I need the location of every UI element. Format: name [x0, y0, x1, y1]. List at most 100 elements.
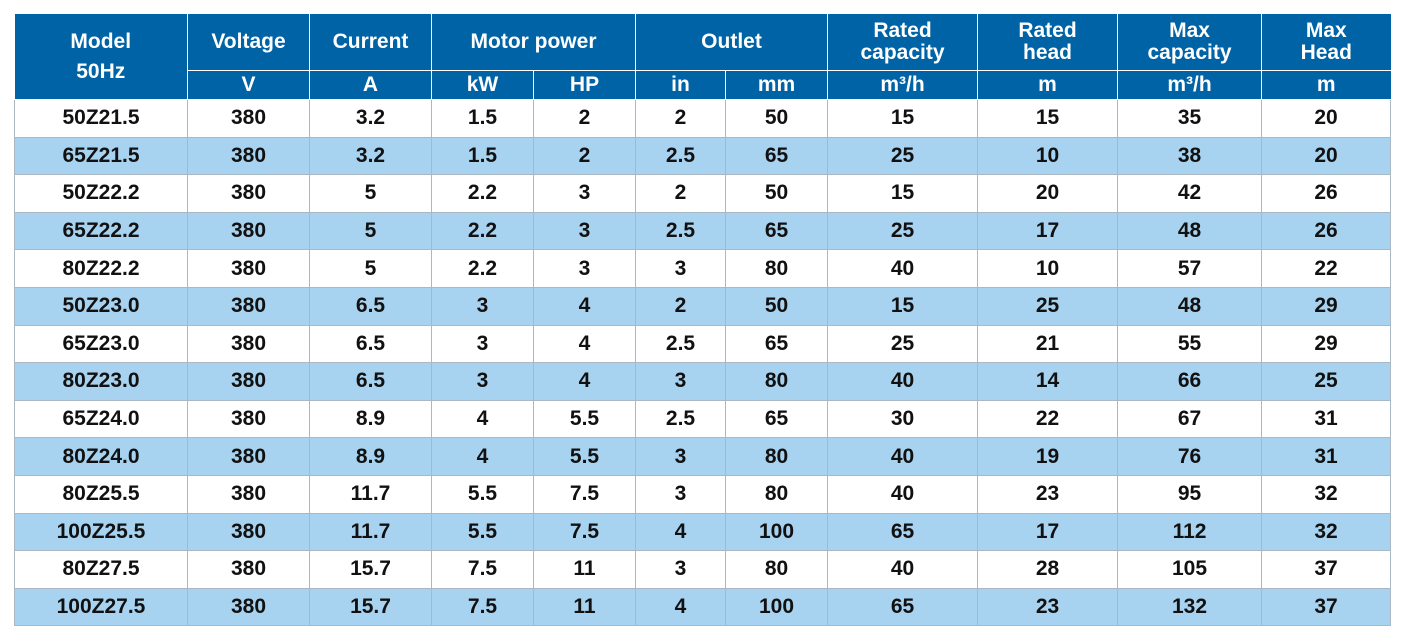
cell-voltage: 380 — [187, 512, 310, 552]
cell-kw: 1.5 — [431, 99, 534, 138]
cell-max-head: 31 — [1261, 399, 1392, 439]
header-rated-capacity: Rated capacity — [827, 14, 979, 71]
cell-rated-capacity: 25 — [827, 136, 979, 176]
unit-rated-capacity: m³/h — [827, 70, 979, 100]
cell-rated-head: 10 — [977, 249, 1119, 288]
unit-max-capacity: m³/h — [1117, 70, 1263, 100]
cell-rated-head: 23 — [977, 474, 1119, 514]
cell-outlet-mm: 65 — [724, 324, 829, 364]
header-model: Model 50Hz — [14, 14, 188, 100]
cell-outlet-in: 2.5 — [635, 136, 726, 176]
cell-kw: 3 — [431, 324, 534, 364]
table-row: 50Z21.5 380 3.2 1.5 2 2 50 15 15 35 20 — [14, 99, 1392, 138]
cell-hp: 11 — [533, 550, 636, 589]
cell-current: 6.5 — [309, 362, 432, 401]
cell-rated-head: 28 — [977, 550, 1119, 589]
cell-rated-capacity: 15 — [827, 174, 979, 213]
cell-rated-capacity: 65 — [827, 512, 979, 552]
cell-rated-capacity: 40 — [827, 474, 979, 514]
header-rated-head: Rated head — [977, 14, 1119, 71]
cell-current: 15.7 — [309, 587, 432, 627]
cell-hp: 3 — [533, 174, 636, 213]
cell-max-capacity: 35 — [1117, 99, 1263, 138]
table-row: 65Z23.0 380 6.5 3 4 2.5 65 25 21 55 29 — [14, 324, 1392, 364]
cell-current: 11.7 — [309, 474, 432, 514]
cell-current: 11.7 — [309, 512, 432, 552]
cell-kw: 4 — [431, 437, 534, 476]
cell-kw: 2.2 — [431, 249, 534, 288]
cell-max-capacity: 66 — [1117, 362, 1263, 401]
cell-outlet-mm: 100 — [724, 587, 829, 627]
cell-outlet-in: 4 — [635, 512, 726, 552]
unit-row: V A kW HP in mm m³/h m m³/h m — [15, 70, 1391, 100]
cell-outlet-mm: 80 — [724, 474, 829, 514]
unit-mm: mm — [724, 70, 829, 100]
cell-outlet-mm: 100 — [724, 512, 829, 552]
unit-rated-head: m — [977, 70, 1119, 100]
cell-rated-head: 22 — [977, 399, 1119, 439]
cell-voltage: 380 — [187, 136, 310, 176]
cell-max-head: 29 — [1261, 286, 1392, 326]
unit-max-head: m — [1261, 70, 1391, 100]
cell-model: 80Z25.5 — [14, 474, 188, 514]
cell-kw: 4 — [431, 399, 534, 439]
cell-max-capacity: 55 — [1117, 324, 1263, 364]
cell-rated-capacity: 15 — [827, 286, 979, 326]
cell-max-capacity: 112 — [1117, 512, 1263, 552]
cell-rated-capacity: 40 — [827, 362, 979, 401]
table-row: 50Z22.2 380 5 2.2 3 2 50 15 20 42 26 — [14, 174, 1392, 213]
cell-max-capacity: 132 — [1117, 587, 1263, 627]
table-row: 80Z22.2 380 5 2.2 3 3 80 40 10 57 22 — [14, 249, 1392, 288]
pump-spec-table-container: Model 50Hz Voltage Current Motor power O… — [14, 14, 1392, 627]
header-max-capacity: Max capacity — [1117, 14, 1263, 71]
cell-max-capacity: 42 — [1117, 174, 1263, 213]
cell-kw: 7.5 — [431, 550, 534, 589]
cell-model: 65Z24.0 — [14, 399, 188, 439]
cell-outlet-mm: 50 — [724, 99, 829, 138]
cell-outlet-in: 2 — [635, 286, 726, 326]
cell-model: 80Z27.5 — [14, 550, 188, 589]
table-row: 100Z25.5 380 11.7 5.5 7.5 4 100 65 17 112 32 — [14, 512, 1392, 552]
header-voltage: Voltage — [187, 14, 310, 71]
cell-outlet-in: 3 — [635, 249, 726, 288]
cell-model: 80Z23.0 — [14, 362, 188, 401]
cell-outlet-mm: 80 — [724, 249, 829, 288]
cell-voltage: 380 — [187, 474, 310, 514]
cell-current: 6.5 — [309, 324, 432, 364]
table-row: 80Z27.5 380 15.7 7.5 11 3 80 40 28 105 37 — [14, 550, 1392, 589]
cell-rated-capacity: 65 — [827, 587, 979, 627]
cell-current: 8.9 — [309, 437, 432, 476]
cell-outlet-in: 2.5 — [635, 399, 726, 439]
cell-rated-capacity: 30 — [827, 399, 979, 439]
cell-rated-head: 17 — [977, 211, 1119, 251]
cell-rated-head: 20 — [977, 174, 1119, 213]
cell-rated-head: 23 — [977, 587, 1119, 627]
cell-rated-capacity: 15 — [827, 99, 979, 138]
cell-max-head: 32 — [1261, 512, 1392, 552]
table-row: 65Z22.2 380 5 2.2 3 2.5 65 25 17 48 26 — [14, 211, 1392, 251]
cell-max-head: 29 — [1261, 324, 1392, 364]
cell-max-capacity: 48 — [1117, 286, 1263, 326]
cell-max-head: 26 — [1261, 174, 1392, 213]
cell-rated-head: 15 — [977, 99, 1119, 138]
cell-model: 80Z22.2 — [14, 249, 188, 288]
cell-outlet-in: 3 — [635, 474, 726, 514]
cell-rated-head: 10 — [977, 136, 1119, 176]
cell-voltage: 380 — [187, 286, 310, 326]
cell-max-capacity: 38 — [1117, 136, 1263, 176]
table-row: 80Z23.0 380 6.5 3 4 3 80 40 14 66 25 — [14, 362, 1392, 401]
cell-outlet-mm: 65 — [724, 399, 829, 439]
cell-rated-head: 19 — [977, 437, 1119, 476]
cell-kw: 1.5 — [431, 136, 534, 176]
cell-outlet-in: 2.5 — [635, 324, 726, 364]
cell-kw: 3 — [431, 286, 534, 326]
cell-model: 100Z27.5 — [14, 587, 188, 627]
table-row: 80Z25.5 380 11.7 5.5 7.5 3 80 40 23 95 32 — [14, 474, 1392, 514]
cell-max-capacity: 57 — [1117, 249, 1263, 288]
table-row: 80Z24.0 380 8.9 4 5.5 3 80 40 19 76 31 — [14, 437, 1392, 476]
cell-current: 3.2 — [309, 99, 432, 138]
table-body: 50Z21.5 380 3.2 1.5 2 2 50 15 15 35 20 65Z21.5 380 3.… — [14, 99, 1392, 627]
cell-max-head: 31 — [1261, 437, 1392, 476]
cell-kw: 5.5 — [431, 512, 534, 552]
pump-spec-table: Model 50Hz Voltage Current Motor power O… — [14, 14, 1392, 627]
